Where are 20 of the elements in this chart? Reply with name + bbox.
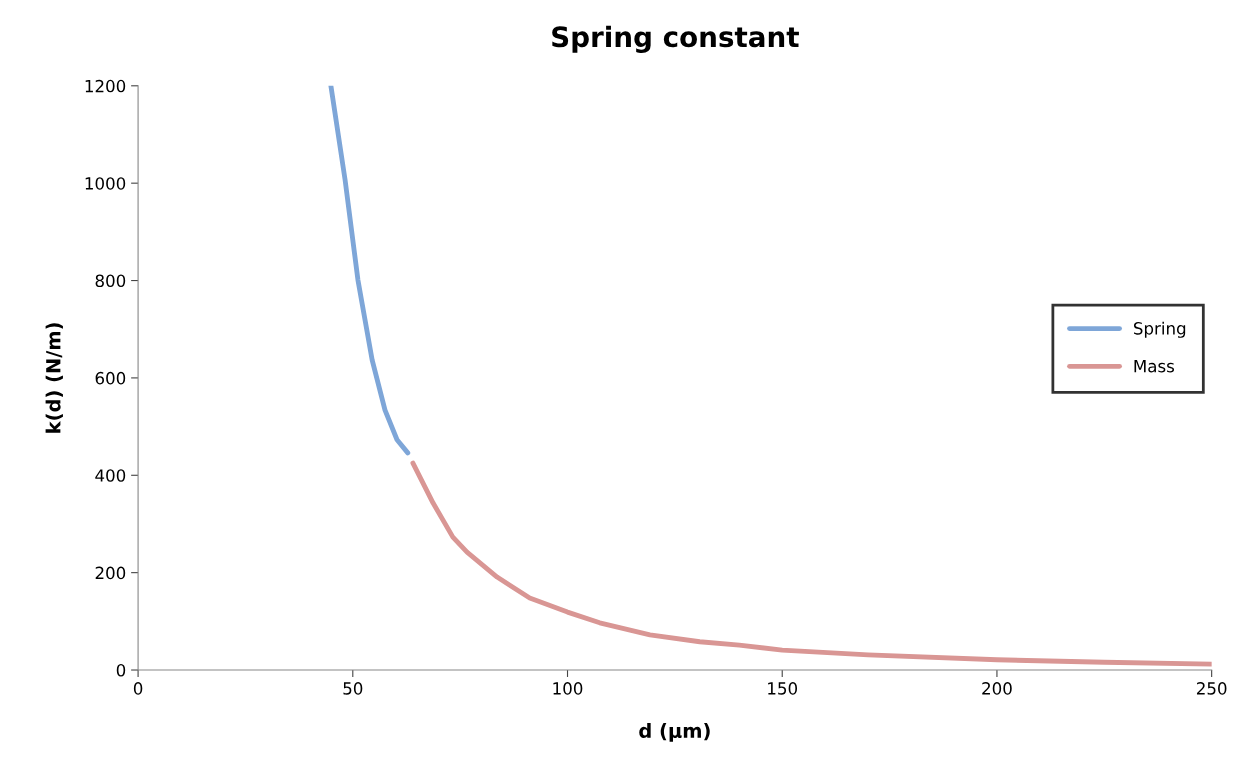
x-tick-label: 150 — [768, 682, 798, 695]
y-axis-title: k(d) (N/m) — [45, 323, 63, 433]
x-tick-label: 200 — [982, 682, 1012, 695]
y-tick-label: 1000 — [85, 177, 126, 190]
y-tick-label: 600 — [95, 371, 126, 385]
y-tick-label: 800 — [95, 274, 126, 288]
x-tick-label: 50 — [343, 682, 363, 695]
line-series — [328, 85, 411, 456]
y-tick-label: 1200 — [85, 79, 126, 93]
legend-label: Spring — [1133, 321, 1186, 338]
x-tick-label: 100 — [553, 682, 583, 695]
y-tick-label: 0 — [116, 663, 126, 677]
y-tick-label: 200 — [95, 566, 126, 580]
x-tick-label: 250 — [1196, 682, 1227, 695]
chart-title: Spring constant — [552, 25, 799, 53]
y-tick-label: 400 — [95, 469, 126, 482]
legend-label: Mass — [1134, 360, 1175, 373]
x-tick-label: 0 — [133, 682, 143, 695]
line-series — [410, 460, 1212, 667]
x-axis-title: d (µm) — [639, 722, 710, 742]
